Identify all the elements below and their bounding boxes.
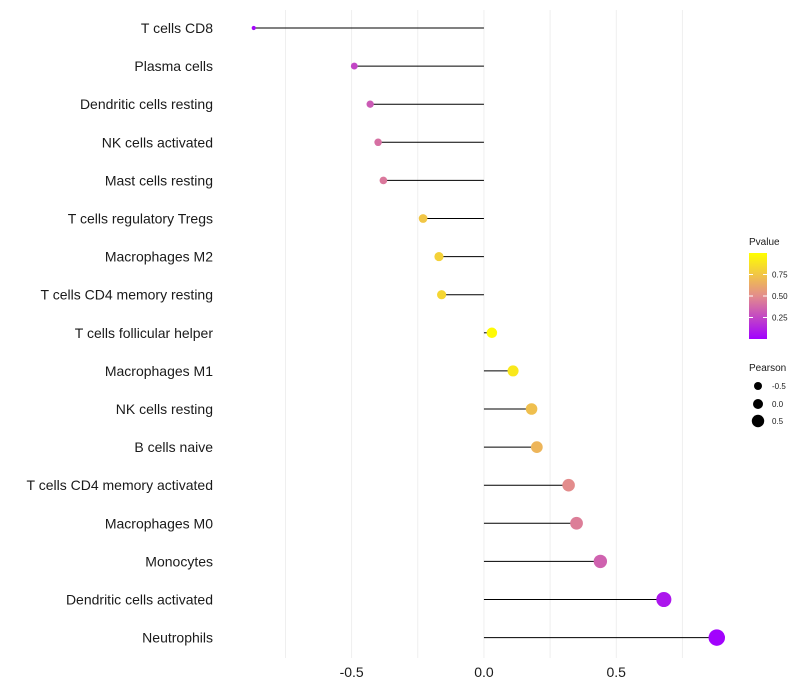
category-label: B cells naive: [134, 439, 213, 455]
category-label: Dendritic cells resting: [80, 96, 213, 112]
colorbar-tick-label: 0.25: [772, 314, 788, 323]
point-layer: [251, 25, 726, 646]
data-point: [374, 138, 382, 147]
category-labels: T cells CD8 Plasma cells Dendritic cells r…: [27, 20, 214, 646]
category-label: T cells follicular helper: [75, 325, 214, 341]
category-label: Macrophages M0: [105, 515, 213, 531]
x-tick-label: -0.5: [340, 664, 364, 680]
size-legend-label: -0.5: [772, 382, 786, 391]
data-point: [486, 327, 498, 339]
legend-color-title: Pvalue: [749, 237, 780, 248]
data-point: [708, 629, 726, 646]
data-point: [656, 591, 672, 608]
category-label: NK cells activated: [102, 134, 213, 150]
data-point: [366, 100, 374, 108]
x-tick-label: 0.0: [474, 664, 494, 680]
size-legend-label: 0.0: [772, 400, 784, 409]
category-label: Dendritic cells activated: [66, 592, 213, 608]
data-point: [525, 403, 538, 415]
category-label: T cells regulatory Tregs: [68, 211, 213, 227]
grid-layer: [285, 10, 683, 658]
size-legend-label: 0.5: [772, 417, 784, 426]
data-point: [418, 214, 428, 223]
category-label: Neutrophils: [142, 630, 213, 646]
legend-colorbar: [749, 253, 767, 339]
x-axis-ticks: -0.5 0.0 0.5: [340, 664, 627, 680]
size-legend-point: [753, 399, 763, 409]
data-point: [350, 62, 358, 70]
data-point: [593, 554, 608, 569]
data-point: [434, 252, 444, 262]
data-point: [507, 365, 519, 377]
colorbar-tick-label: 0.50: [772, 292, 788, 301]
category-label: NK cells resting: [116, 401, 213, 417]
category-label: T cells CD4 memory resting: [41, 287, 213, 303]
category-label: T cells CD4 memory activated: [27, 477, 213, 493]
category-label: Mast cells resting: [105, 172, 213, 188]
legend: Pvalue 0.75 0.50 0.25 Pearson -0.5 0.0 0.5: [749, 237, 788, 428]
data-point: [251, 25, 256, 31]
stem-layer: [253, 27, 717, 639]
colorbar-tick-label: 0.75: [772, 271, 788, 280]
category-label: Macrophages M1: [105, 363, 213, 379]
data-point: [437, 290, 447, 300]
category-label: Macrophages M2: [105, 249, 213, 265]
category-label: T cells CD8: [141, 20, 213, 36]
data-point: [562, 478, 575, 492]
size-legend-point: [754, 382, 762, 390]
category-label: Monocytes: [145, 553, 213, 569]
x-tick-label: 0.5: [606, 664, 626, 680]
data-point: [531, 441, 543, 453]
data-point: [570, 516, 583, 530]
category-label: Plasma cells: [134, 58, 213, 74]
size-legend-point: [751, 414, 765, 428]
legend-size-title: Pearson: [749, 363, 786, 374]
data-point: [379, 176, 388, 185]
